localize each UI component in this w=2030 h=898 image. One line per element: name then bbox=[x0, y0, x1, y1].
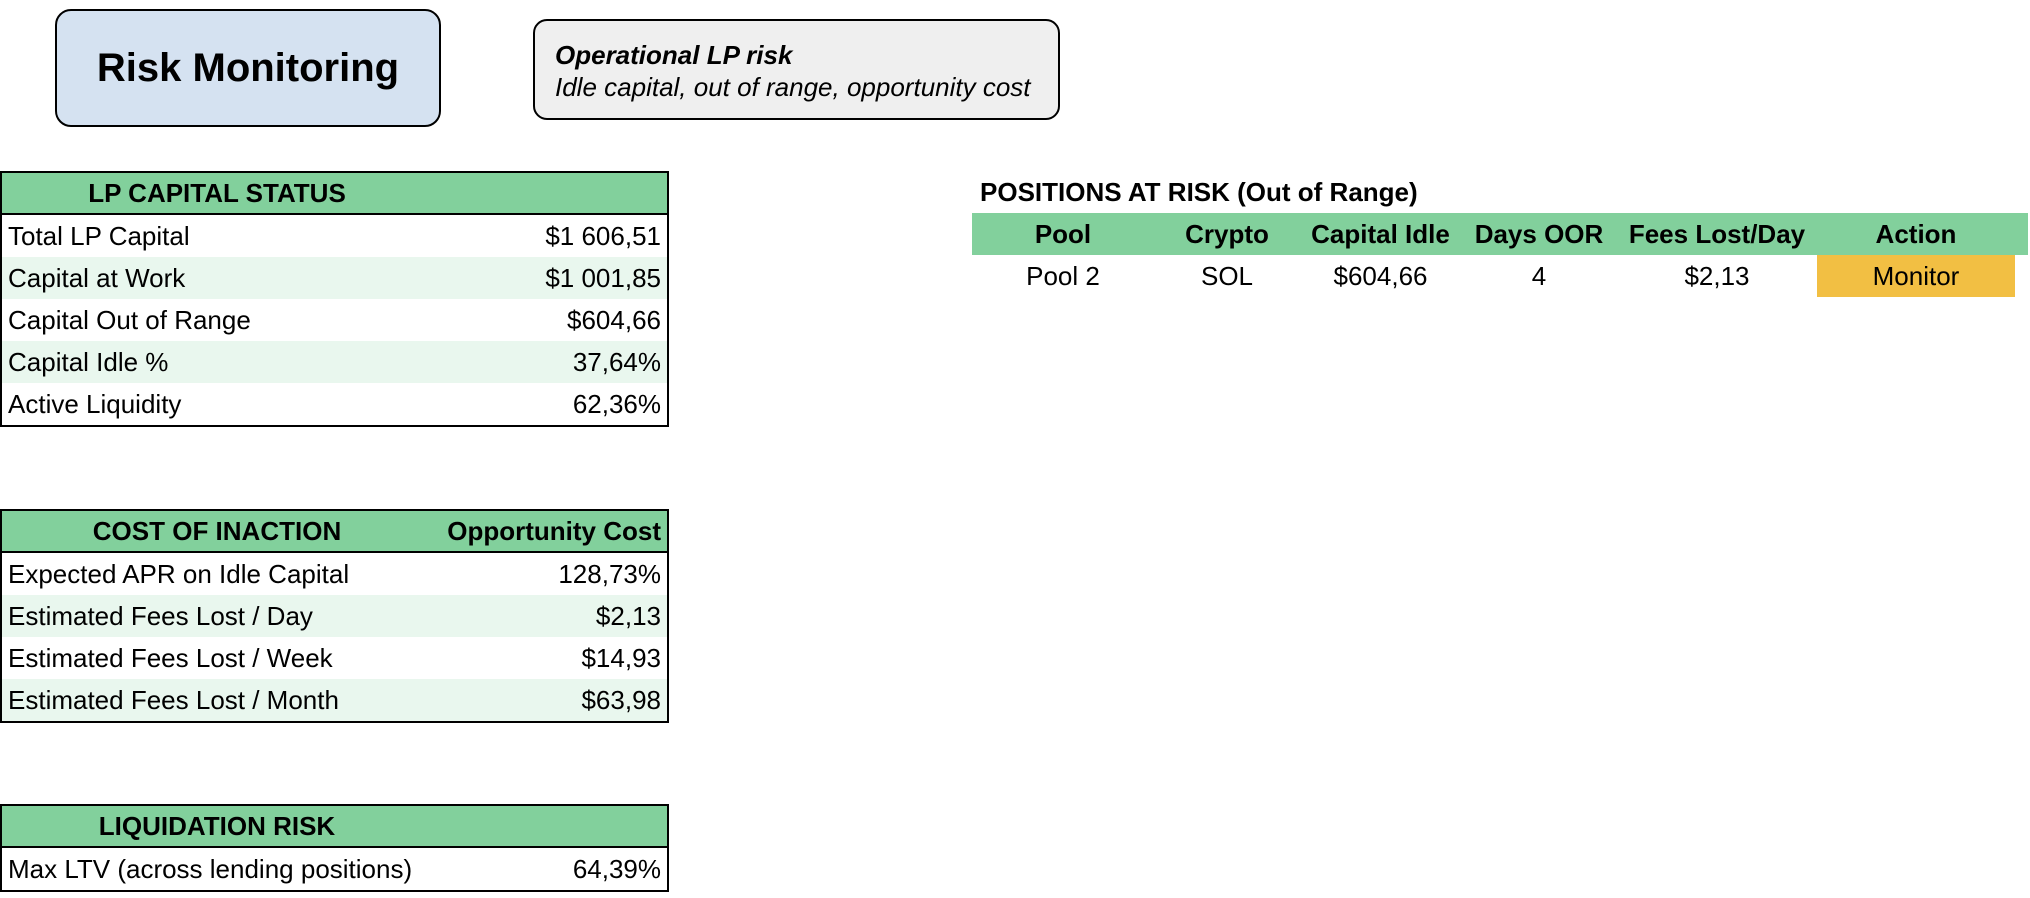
cell-crypto: SOL bbox=[1200, 260, 1254, 291]
row-value: 64,39% bbox=[572, 853, 661, 884]
opportunity-cost-header: Opportunity Cost bbox=[447, 515, 661, 546]
row-label: Max LTV (across lending positions) bbox=[8, 853, 413, 884]
table-row: Expected APR on Idle Capital 128,73% bbox=[2, 553, 667, 595]
table-row: Total LP Capital $1 606,51 bbox=[2, 215, 667, 257]
table-row: Capital Idle % 37,64% bbox=[2, 341, 667, 383]
cost-of-inaction-header: COST OF INACTION Opportunity Cost bbox=[2, 511, 667, 553]
positions-at-risk-title: POSITIONS AT RISK (Out of Range) bbox=[980, 177, 1418, 207]
liquidation-risk-title: LIQUIDATION RISK bbox=[98, 810, 336, 841]
row-label: Capital at Work bbox=[2, 257, 427, 299]
table-row: Estimated Fees Lost / Week $14,93 bbox=[2, 637, 667, 679]
row-label: Estimated Fees Lost / Day bbox=[2, 595, 427, 637]
liquidation-risk-header: LIQUIDATION RISK bbox=[2, 806, 667, 848]
table-row: Estimated Fees Lost / Month $63,98 bbox=[2, 679, 667, 721]
row-label: Expected APR on Idle Capital bbox=[8, 558, 350, 589]
description-title: Operational LP risk bbox=[555, 40, 793, 70]
row-value: $63,98 bbox=[427, 679, 667, 721]
row-label: Active Liquidity bbox=[8, 388, 182, 419]
cost-of-inaction-table: COST OF INACTION Opportunity Cost Expect… bbox=[0, 509, 669, 723]
lp-capital-status-title: LP CAPITAL STATUS bbox=[88, 177, 346, 208]
table-row: Pool 2 SOL $604,66 4 $2,13 Monitor bbox=[972, 255, 2028, 297]
row-label: Estimated Fees Lost / Week bbox=[8, 642, 333, 673]
column-header-capital-idle: Capital Idle bbox=[1311, 218, 1450, 249]
table-row: Max LTV (across lending positions) 64,39… bbox=[2, 848, 667, 890]
row-label: Capital Idle % bbox=[2, 341, 427, 383]
cost-of-inaction-title: COST OF INACTION bbox=[92, 515, 342, 546]
column-header-days-oor: Days OOR bbox=[1474, 218, 1604, 249]
row-value: $604,66 bbox=[567, 304, 661, 335]
lp-capital-status-header: LP CAPITAL STATUS bbox=[2, 173, 667, 215]
cell-capital-idle: $604,66 bbox=[1333, 260, 1428, 291]
table-row: Capital at Work $1 001,85 bbox=[2, 257, 667, 299]
positions-header-row: Pool Crypto Capital Idle Days OOR Fees L… bbox=[972, 213, 2028, 255]
row-value: $1 001,85 bbox=[427, 257, 667, 299]
column-header-pool: Pool bbox=[1034, 218, 1092, 249]
row-value: $1 606,51 bbox=[545, 220, 661, 251]
description-subtitle: Idle capital, out of range, opportunity … bbox=[555, 72, 1031, 102]
row-value: $2,13 bbox=[427, 595, 667, 637]
action-status-badge: Monitor bbox=[1817, 255, 2015, 297]
row-label: Capital Out of Range bbox=[8, 304, 251, 335]
row-value: 62,36% bbox=[572, 388, 661, 419]
row-label: Estimated Fees Lost / Month bbox=[2, 679, 427, 721]
positions-at-risk-table: Pool Crypto Capital Idle Days OOR Fees L… bbox=[972, 213, 2028, 297]
column-header-action: Action bbox=[1875, 218, 1957, 249]
table-row: Estimated Fees Lost / Day $2,13 bbox=[2, 595, 667, 637]
row-value: 128,73% bbox=[558, 558, 661, 589]
lp-capital-status-table: LP CAPITAL STATUS Total LP Capital $1 60… bbox=[0, 171, 669, 427]
description-card: Operational LP risk Idle capital, out of… bbox=[533, 19, 1060, 120]
row-value: $14,93 bbox=[581, 642, 661, 673]
column-header-crypto: Crypto bbox=[1185, 218, 1269, 249]
cell-fees-lost-day: $2,13 bbox=[1684, 260, 1750, 291]
cell-pool: Pool 2 bbox=[1026, 260, 1100, 291]
column-header-fees-lost-day: Fees Lost/Day bbox=[1628, 218, 1806, 249]
cell-days-oor: 4 bbox=[1531, 260, 1547, 291]
page-title: Risk Monitoring bbox=[55, 9, 441, 127]
row-label: Total LP Capital bbox=[8, 220, 190, 251]
table-row: Active Liquidity 62,36% bbox=[2, 383, 667, 425]
table-row: Capital Out of Range $604,66 bbox=[2, 299, 667, 341]
liquidation-risk-table: LIQUIDATION RISK Max LTV (across lending… bbox=[0, 804, 669, 892]
row-value: 37,64% bbox=[427, 341, 667, 383]
